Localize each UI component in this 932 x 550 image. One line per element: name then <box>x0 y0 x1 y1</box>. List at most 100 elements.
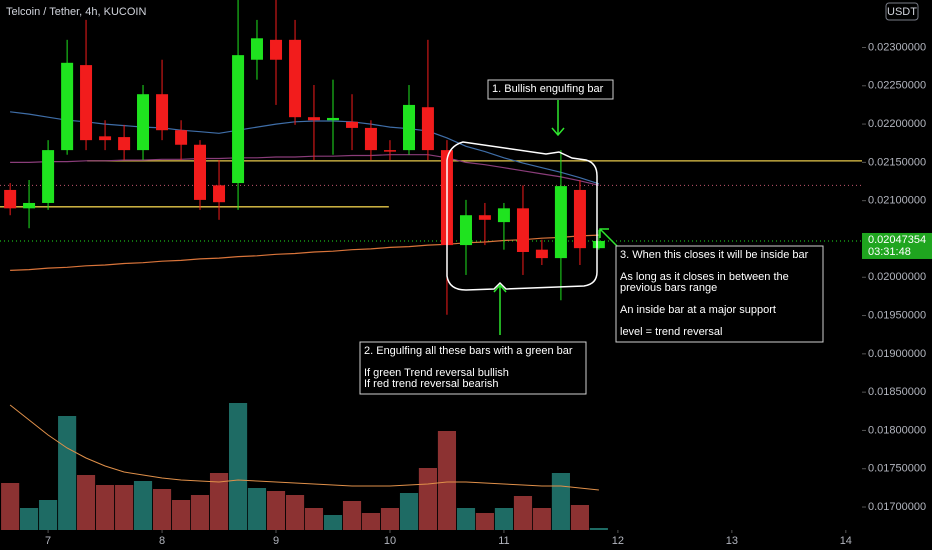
x-tick-label: 10 <box>384 535 396 547</box>
y-tick-label: 0.02150000 <box>868 156 926 168</box>
annotation-box <box>487 79 614 100</box>
candle-body <box>459 215 472 246</box>
y-tick-label: 0.02000000 <box>868 271 926 283</box>
candle-body <box>4 189 17 209</box>
candle-body <box>250 38 263 60</box>
x-tick-label: 13 <box>726 535 738 547</box>
x-tick-label: 9 <box>273 535 279 547</box>
moving-average <box>10 154 600 186</box>
candle-body <box>232 55 245 184</box>
candle-body <box>478 215 491 220</box>
y-tick-label: 0.01750000 <box>868 463 926 475</box>
candle-body <box>516 208 529 252</box>
volume-bar <box>39 500 58 530</box>
candle-body <box>346 121 359 128</box>
volume-bar <box>380 508 400 530</box>
annotation-text: 3. When this closes it will be inside ba… <box>620 249 809 261</box>
price-tag <box>862 232 932 259</box>
volume-bar <box>133 481 153 530</box>
volume-bar <box>304 508 324 530</box>
chart-title: Telcoin / Tether, 4h, KUCOIN <box>6 6 146 18</box>
annotation-box <box>615 245 824 343</box>
volume-bar <box>532 508 551 530</box>
candle-body <box>421 107 434 151</box>
currency-label[interactable]: USDT <box>887 6 917 18</box>
x-tick-label: 8 <box>159 535 165 547</box>
volume-bar <box>228 403 248 530</box>
annotation-text: If green Trend reversal bullish <box>364 367 509 379</box>
candle-layer <box>4 0 605 315</box>
x-tick-label: 14 <box>840 535 852 547</box>
moving-average <box>10 111 600 185</box>
candle-body <box>156 94 169 131</box>
candle-body <box>592 240 605 249</box>
levels-layer <box>0 160 932 242</box>
candle-body <box>554 186 567 259</box>
volume-bar <box>437 431 457 530</box>
volume-bar <box>323 515 343 530</box>
volume-bar <box>418 468 437 530</box>
volume-bar <box>152 489 172 530</box>
candle-body <box>535 249 548 259</box>
annotations: 1. Bullish engulfing bar 2. Engulfing all… <box>359 79 824 395</box>
candle-body <box>307 117 320 121</box>
volume-bar <box>399 493 419 530</box>
candle-body <box>23 202 36 209</box>
volume-bar <box>172 500 191 530</box>
candle-body <box>383 150 396 152</box>
candle-body <box>573 189 586 249</box>
annotation-text: 2. Engulfing all these bars with a green… <box>364 345 573 357</box>
candle-body <box>137 94 150 151</box>
candle-body <box>289 39 302 118</box>
volume-bar <box>342 501 362 530</box>
axes-layer: 0.01700000 0.01750000 0.01800000 0.01850000… <box>45 41 932 547</box>
volume-bar <box>570 505 590 530</box>
candle-body <box>118 137 131 151</box>
candle-body <box>326 117 339 121</box>
ma-layer <box>10 111 600 271</box>
volume-bar <box>1 483 20 530</box>
arrows <box>493 100 618 335</box>
y-tick-label: 0.01900000 <box>868 348 926 360</box>
y-tick-label: 0.01950000 <box>868 309 926 321</box>
volume-bar <box>96 485 115 530</box>
candle-body <box>99 136 112 141</box>
engulf-bracket <box>446 141 598 291</box>
candle-body <box>403 104 416 151</box>
currency-badge[interactable] <box>885 2 919 21</box>
candle-body <box>213 185 226 203</box>
y-tick-label: 0.02300000 <box>868 41 926 53</box>
candle-body <box>364 127 377 151</box>
volume-bar <box>266 491 286 530</box>
candle-body <box>194 144 207 200</box>
candle-body <box>175 130 188 145</box>
price-axis <box>862 0 932 550</box>
arrow-down <box>551 100 565 137</box>
y-tick-label: 0.01700000 <box>868 501 926 513</box>
y-tick-label: 0.01800000 <box>868 424 926 436</box>
annotation-box <box>359 341 587 395</box>
moving-average <box>10 234 599 271</box>
price-tag-countdown: 03:31:48 <box>868 246 911 258</box>
volume-bar <box>513 496 533 530</box>
volume-bar <box>209 473 229 530</box>
volume-bar <box>456 508 476 530</box>
annotation-text: If red trend reversal bearish <box>364 378 499 390</box>
y-tick-label: 0.02200000 <box>868 118 926 130</box>
candle-body <box>270 39 283 60</box>
price-tag-value: 0.02047354 <box>868 234 926 246</box>
volume-bar <box>76 475 96 530</box>
time-axis <box>0 530 932 550</box>
x-tick-label: 7 <box>45 535 51 547</box>
volume-bar <box>115 485 134 530</box>
annotation-text: As long as it closes in between the <box>620 271 789 283</box>
y-tick-label: 0.01850000 <box>868 386 926 398</box>
candle-body <box>497 208 510 223</box>
arrow-up <box>493 283 507 335</box>
annotation-text: level = trend reversal <box>620 326 722 338</box>
volume-layer <box>1 403 608 530</box>
candle-body <box>80 65 93 141</box>
volume-bar <box>190 495 210 530</box>
candle-body <box>42 150 55 203</box>
